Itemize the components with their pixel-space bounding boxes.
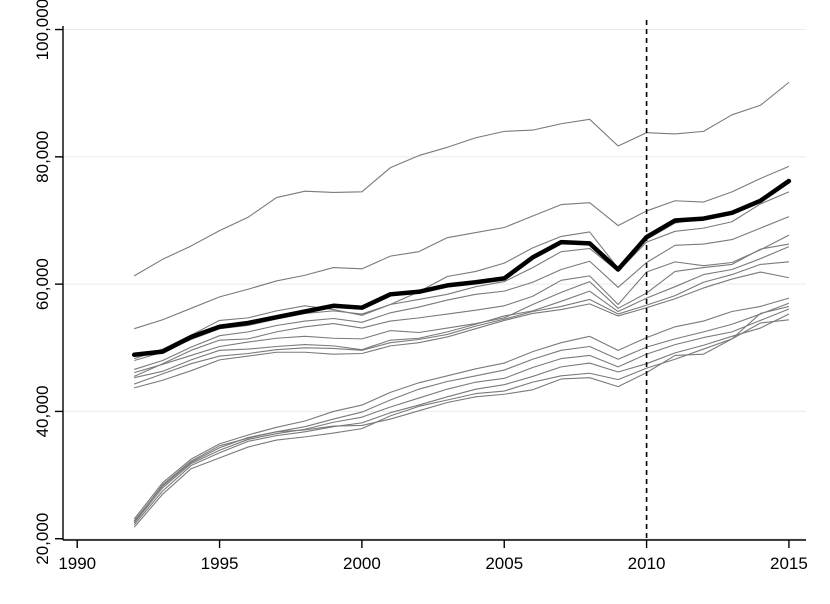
series-line-9 — [133, 261, 789, 385]
x-tick-label-2000: 2000 — [343, 554, 381, 573]
grid — [63, 29, 806, 540]
highlight-group — [131, 178, 792, 358]
series-line-12 — [133, 302, 790, 522]
series-line-11 — [133, 297, 790, 520]
x-tick-label-2010: 2010 — [628, 554, 666, 573]
highlight-series-line — [131, 178, 792, 358]
series-line-14 — [133, 313, 790, 526]
axes: 1990 1995 2000 2005 2010 2015 20,000 40,000 60,0… — [33, 0, 808, 573]
series-line-10 — [134, 271, 790, 389]
x-tick-label-2015: 2015 — [770, 554, 808, 573]
series-line-13 — [133, 308, 790, 524]
y-tick-label-40000: 40,000 — [33, 385, 52, 437]
series-line-6 — [133, 234, 790, 377]
x-tick-label-2005: 2005 — [485, 554, 523, 573]
y-tick-label-100000: 100,000 — [33, 0, 52, 60]
series-line-1 — [133, 81, 790, 277]
x-tick-label-1995: 1995 — [201, 554, 239, 573]
series-line-4 — [134, 191, 790, 362]
y-tick-label-20000: 20,000 — [33, 513, 52, 565]
series-line-15 — [133, 319, 789, 528]
series-group — [133, 81, 790, 528]
y-tick-label-80000: 80,000 — [33, 131, 52, 183]
series-line-8 — [134, 246, 790, 379]
series-line-2 — [134, 165, 790, 330]
x-tick-label-1990: 1990 — [58, 554, 96, 573]
series-line-16 — [133, 305, 790, 523]
y-tick-label-60000: 60,000 — [33, 258, 52, 310]
series-line-7 — [134, 243, 790, 374]
series-line-5 — [134, 216, 790, 370]
